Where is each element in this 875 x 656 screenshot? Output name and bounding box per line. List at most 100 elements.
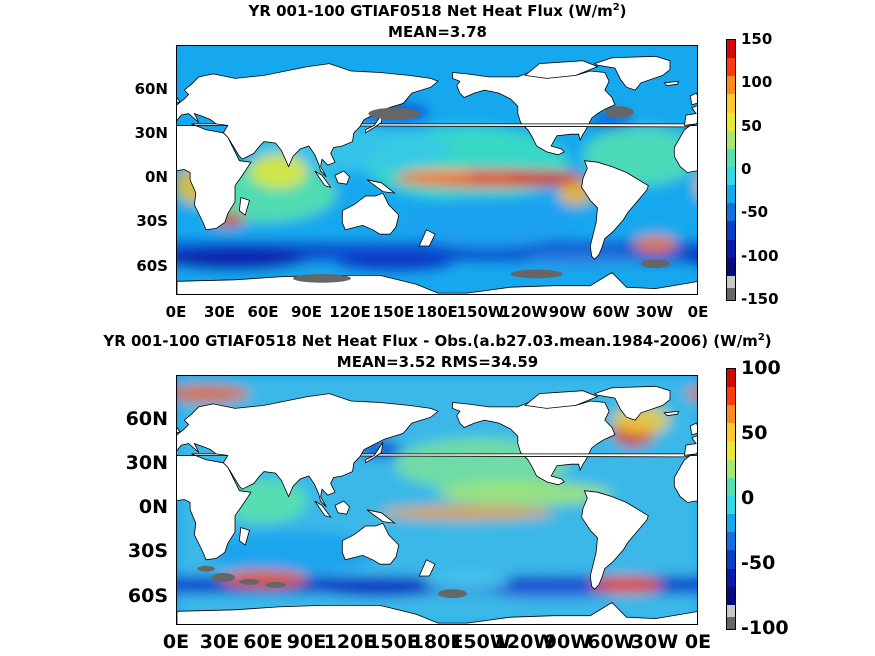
landmass-north-america	[452, 70, 616, 156]
x-tick-label: 30W	[635, 303, 674, 321]
colorbar-mask-swatch	[727, 287, 735, 300]
landmass-new-guinea	[366, 509, 396, 524]
sea-ice-patch	[438, 589, 467, 599]
landmass-sumatra	[314, 170, 332, 188]
y-tick-label: 30N	[125, 452, 168, 475]
y-tick-label: 0N	[145, 168, 168, 187]
x-tick-label: 90W	[543, 631, 592, 653]
x-tick-label: 0E	[687, 303, 709, 321]
x-tick-label: 150W	[456, 303, 505, 321]
colorbar-segment	[727, 94, 735, 113]
colorbar-segment	[727, 76, 735, 95]
colorbar-tick-label: 150	[741, 30, 773, 48]
panel2-colorbar	[726, 368, 736, 630]
y-tick-label: 60N	[125, 408, 168, 431]
landmass-britain	[177, 426, 181, 434]
colorbar-tick-label: -100	[741, 246, 779, 265]
landmass-arctic-islands	[524, 60, 599, 79]
panel1-map	[176, 45, 698, 295]
colorbar-tick-label: 0	[741, 487, 755, 509]
map-canvas	[177, 376, 697, 624]
y-tick-label: 30S	[136, 212, 168, 231]
x-tick-label: 90E	[290, 303, 323, 321]
colorbar-tick-label: -100	[741, 617, 789, 639]
panel1-colorbar	[726, 39, 736, 301]
colorbar-segment	[727, 203, 735, 222]
colorbar-tick-label: -50	[741, 203, 769, 222]
colorbar-segment	[727, 459, 735, 478]
colorbar-segment	[727, 221, 735, 240]
y-tick-label: 60S	[136, 256, 168, 275]
x-tick-label: 90W	[548, 303, 587, 321]
landmass-britain	[689, 92, 697, 106]
colorbar-tick-label: 50	[741, 422, 768, 444]
x-tick-label: 60W	[587, 631, 635, 653]
x-tick-label: 150E	[372, 303, 415, 321]
sea-ice-patch	[368, 107, 421, 120]
x-tick-label: 30W	[630, 631, 679, 653]
colorbar-segment	[727, 257, 735, 276]
landmass-antarctica	[177, 601, 697, 624]
colorbar-segment	[727, 441, 735, 460]
landmass-sumatra	[314, 500, 332, 518]
x-tick-label: 60W	[592, 303, 630, 321]
x-tick-label: 0E	[684, 631, 712, 653]
colorbar-tick-label: -50	[741, 552, 776, 574]
landmass-greenland	[593, 55, 671, 91]
colorbar-segment	[727, 532, 735, 551]
colorbar-segment	[727, 423, 735, 442]
panel2-subtitle: MEAN=3.52 RMS=34.59	[336, 353, 539, 371]
x-tick-label: 120E	[329, 303, 371, 321]
colorbar-segment	[727, 166, 735, 186]
landmass-arctic-islands	[524, 390, 599, 409]
colorbar-mask-swatch	[727, 275, 735, 288]
colorbar-tick-label: 100	[741, 73, 773, 92]
landmass-new-guinea	[366, 179, 396, 194]
sea-ice-patch	[239, 578, 260, 585]
colorbar-segment	[727, 148, 735, 167]
landmass-borneo-indonesia	[334, 500, 350, 515]
y-tick-label: 30N	[134, 124, 168, 143]
panel2-map	[176, 375, 698, 625]
colorbar-mask-swatch	[727, 604, 735, 617]
colorbar-segment	[727, 58, 735, 77]
landmass-britain	[177, 96, 181, 104]
x-tick-label: 120E	[323, 631, 377, 653]
sea-ice-patch	[197, 565, 215, 572]
colorbar-mask-swatch	[727, 616, 735, 629]
y-tick-label: 60N	[134, 80, 168, 99]
x-tick-label: 120W	[500, 303, 548, 321]
map-canvas	[177, 46, 697, 294]
landmass-north-america	[452, 400, 616, 486]
landmass-eurasia	[684, 435, 697, 456]
x-tick-label: 90E	[286, 631, 327, 653]
x-tick-label: 0E	[162, 631, 190, 653]
colorbar-segment	[727, 405, 735, 424]
panel1-title: YR 001-100 GTIAF0518 Net Heat Flux (W/m2…	[248, 2, 627, 20]
colorbar-segment	[727, 586, 735, 605]
landmass-australia	[341, 192, 400, 235]
colorbar-segment	[727, 514, 735, 533]
sea-ice-patch	[211, 573, 235, 582]
colorbar-tick-label: -150	[741, 290, 779, 308]
colorbar-segment	[727, 495, 735, 515]
y-tick-label: 0N	[138, 496, 168, 519]
x-tick-label: 0E	[165, 303, 187, 321]
colorbar-tick-label: 50	[741, 116, 762, 135]
landmass-borneo-indonesia	[334, 170, 350, 185]
x-tick-label: 60E	[247, 303, 279, 321]
landmass-greenland	[593, 385, 671, 421]
sea-ice-patch	[265, 581, 286, 588]
x-tick-label: 30E	[199, 631, 240, 653]
landmass-south-america	[581, 160, 649, 260]
landmass-australia	[341, 522, 400, 565]
panel2-title: YR 001-100 GTIAF0518 Net Heat Flux - Obs…	[103, 332, 772, 350]
landmass-africa	[673, 124, 697, 173]
x-tick-label: 180E	[416, 303, 458, 321]
landmass-south-america	[581, 490, 649, 590]
colorbar-segment	[727, 239, 735, 258]
colorbar-segment	[727, 130, 735, 149]
x-tick-label: 30E	[203, 303, 236, 321]
colorbar-segment	[727, 112, 735, 131]
landmass-new-zealand	[418, 559, 436, 577]
